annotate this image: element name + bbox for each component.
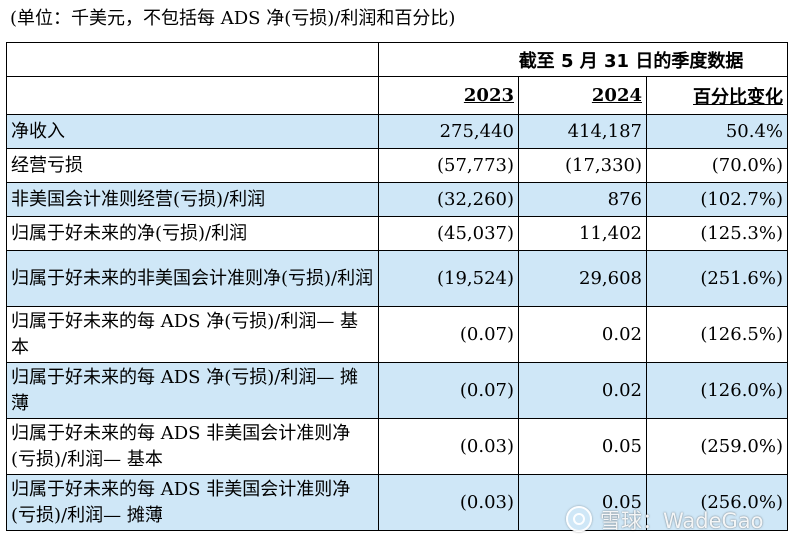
financial-table: 截至 5 月 31 日的季度数据 2023 2024 百分比变化 净收入 275… [6, 42, 789, 531]
value-change: (126.5%) [645, 306, 789, 363]
value-2023: (19,524) [378, 250, 519, 307]
table-row: 归属于好未来的净(亏损)/利润 (45,037) 11,402 (125.3%) [6, 216, 789, 251]
value-2023: 275,440 [378, 114, 519, 149]
value-change: (259.0%) [645, 418, 789, 475]
value-change: (125.3%) [645, 216, 789, 251]
value-2023: (57,773) [378, 148, 519, 183]
header-row-years: 2023 2024 百分比变化 [6, 76, 789, 115]
table-row: 归属于好未来的每 ADS 非美国会计准则净(亏损)/利润— 基本 (0.03) … [6, 418, 789, 475]
value-2023: (0.03) [378, 474, 519, 531]
table-row: 归属于好未来的非美国会计准则净(亏损)/利润 (19,524) 29,608 (… [6, 250, 789, 307]
value-change: (251.6%) [645, 250, 789, 307]
row-label: 归属于好未来的每 ADS 非美国会计准则净(亏损)/利润— 摊薄 [6, 474, 379, 531]
change-header: 百分比变化 [645, 76, 789, 115]
value-2024: 0.02 [518, 362, 647, 419]
table-row: 净收入 275,440 414,187 50.4% [6, 114, 789, 149]
value-change: (102.7%) [645, 182, 789, 217]
table-row: 经营亏损 (57,773) (17,330) (70.0%) [6, 148, 789, 183]
value-2024: 11,402 [518, 216, 647, 251]
value-2024: 0.05 [518, 418, 647, 475]
value-change: (126.0%) [645, 362, 789, 419]
value-change: (70.0%) [645, 148, 789, 183]
value-2023: (0.07) [378, 306, 519, 363]
header-blank-cell [6, 76, 379, 115]
value-change: 50.4% [645, 114, 789, 149]
value-2023: (45,037) [378, 216, 519, 251]
value-2024: (17,330) [518, 148, 647, 183]
period-header: 截至 5 月 31 日的季度数据 [377, 42, 789, 77]
table-row: 归属于好未来的每 ADS 净(亏损)/利润— 基本 (0.07) 0.02 (1… [6, 306, 789, 363]
value-2024: 29,608 [518, 250, 647, 307]
row-label: 归属于好未来的净(亏损)/利润 [6, 216, 379, 251]
value-change: (256.0%) [645, 474, 789, 531]
row-label: 归属于好未来的非美国会计准则净(亏损)/利润 [6, 250, 379, 307]
value-2024: 414,187 [518, 114, 647, 149]
header-row-period: 截至 5 月 31 日的季度数据 [6, 42, 789, 77]
row-label: 经营亏损 [6, 148, 379, 183]
table-row: 归属于好未来的每 ADS 净(亏损)/利润— 摊薄 (0.07) 0.02 (1… [6, 362, 789, 419]
value-2023: (32,260) [378, 182, 519, 217]
table-caption: (单位：千美元，不包括每 ADS 净(亏损)/利润和百分比) [10, 8, 456, 29]
value-2024: 0.05 [518, 474, 647, 531]
value-2024: 0.02 [518, 306, 647, 363]
row-label: 归属于好未来的每 ADS 非美国会计准则净(亏损)/利润— 基本 [6, 418, 379, 475]
value-2024: 876 [518, 182, 647, 217]
year-2024-header: 2024 [518, 76, 647, 115]
row-label: 净收入 [6, 114, 379, 149]
header-blank-cell [6, 42, 379, 77]
row-label: 非美国会计准则经营(亏损)/利润 [6, 182, 379, 217]
table-row: 非美国会计准则经营(亏损)/利润 (32,260) 876 (102.7%) [6, 182, 789, 217]
value-2023: (0.03) [378, 418, 519, 475]
year-2023-header: 2023 [378, 76, 519, 115]
table-row: 归属于好未来的每 ADS 非美国会计准则净(亏损)/利润— 摊薄 (0.03) … [6, 474, 789, 531]
value-2023: (0.07) [378, 362, 519, 419]
row-label: 归属于好未来的每 ADS 净(亏损)/利润— 基本 [6, 306, 379, 363]
row-label: 归属于好未来的每 ADS 净(亏损)/利润— 摊薄 [6, 362, 379, 419]
